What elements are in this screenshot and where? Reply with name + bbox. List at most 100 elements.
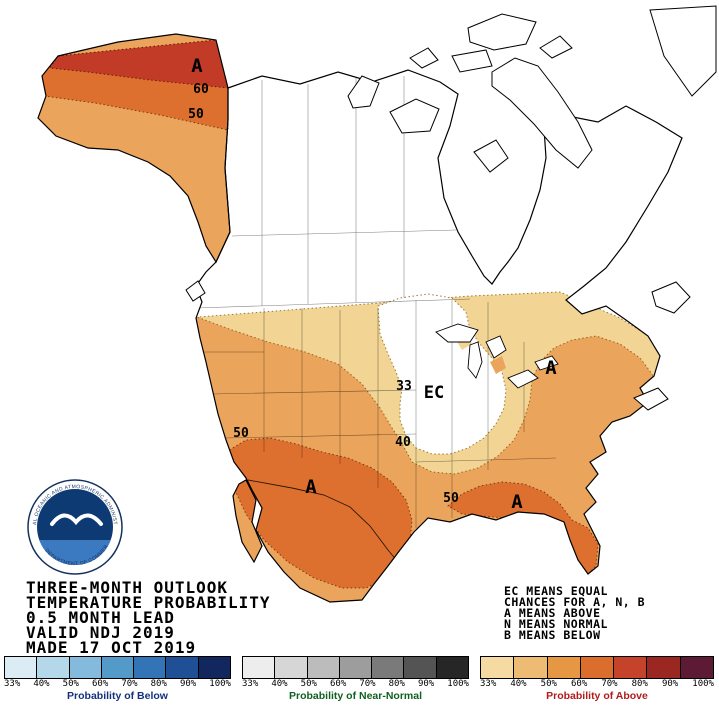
colorbar-ticks: 33% 40% 50% 60% 70% 80% 90% 100% (4, 679, 231, 690)
alaska-outline (37, 33, 231, 264)
lake-ontario (534, 355, 559, 371)
colorbar-caption: Probability of Below (67, 690, 168, 702)
north-america-outlook-map: NATIONAL OCEANIC AND ATMOSPHERIC ADMINIS… (0, 0, 717, 603)
colorbar-caption: Probability of Near-Normal (288, 690, 423, 702)
text-line: THREE-MONTH OUTLOOK (26, 578, 229, 597)
equal-chances-region (377, 293, 507, 455)
colorbar-tick-label: 100% (209, 679, 231, 689)
text-line: TEMPERATURE PROBABILITY (26, 593, 271, 612)
text-line: VALID NDJ 2019 (26, 623, 175, 642)
islands (185, 5, 717, 411)
greenland-corner (649, 5, 717, 97)
colorbar-ticks: 33% 40% 50% 60% 70% 80% 90% 100% (480, 679, 714, 690)
colorbar-segment (243, 657, 275, 678)
colorbar-tick-label: 40% (271, 679, 288, 689)
colorbar-segment (165, 657, 198, 678)
colorbar-tick-label: 50% (540, 679, 557, 689)
ellesmere-island (467, 13, 537, 51)
arctic-islet (409, 47, 439, 69)
map-label-EC: EC (424, 383, 444, 403)
colorbar-tick-label: 90% (661, 679, 679, 689)
probability-shading (38, 34, 682, 602)
map-label-40: 40 (395, 435, 411, 450)
colorbar-tick-label: 80% (388, 679, 405, 689)
map-contour-labels: A 60 50 EC 33 40 50 50 A A A (188, 55, 557, 513)
map-label-A: A (545, 357, 557, 379)
great-lakes-orange-patch (490, 356, 506, 374)
colorbar-tick-label: 70% (359, 679, 376, 689)
map-label-33: 33 (396, 379, 412, 394)
map-label-A: A (191, 55, 203, 77)
map-label-A: A (305, 476, 317, 498)
mainland-outline (195, 69, 683, 603)
colorbar (4, 656, 231, 679)
colorbar-segment (546, 657, 580, 678)
colorbar (242, 656, 469, 679)
southampton-island (473, 139, 509, 173)
colorbar-group: 33% 40% 50% 60% 70% 80% 90% 100% Probability of … (480, 656, 714, 702)
alaska-above-60-region (49, 39, 229, 89)
colorbar-segment (613, 657, 647, 678)
colorbar-tick-label: 33% (242, 679, 259, 689)
noaa-gull-icon (50, 513, 103, 526)
colorbar-tick-label: 80% (631, 679, 648, 689)
colorbar-tick-label: 50% (300, 679, 317, 689)
colorbar-segment (100, 657, 134, 678)
baja-outline (232, 479, 263, 564)
colorbar-tick-label: 90% (417, 679, 435, 689)
colorbar-tick-label: 60% (570, 679, 588, 689)
political-boundaries (195, 76, 557, 528)
colorbar-ticks: 33% 40% 50% 60% 70% 80% 90% 100% (242, 679, 469, 690)
colorbar-tick-label: 33% (480, 679, 497, 689)
us-mexico-border (247, 479, 399, 563)
map-label-50: 50 (233, 426, 249, 441)
colorbar-segment (435, 657, 468, 678)
colorbar-tick-label: 40% (33, 679, 50, 689)
colorbar-segment (513, 657, 547, 678)
colorbar-group: 33% 40% 50% 60% 70% 80% 90% 100% Probability of … (242, 656, 469, 702)
colorbar-segment (68, 657, 101, 678)
colorbar-tick-label: 60% (329, 679, 347, 689)
colorbar-segment (646, 657, 680, 678)
title-block: THREE-MONTH OUTLOOK TEMPERATURE PROBABILI… (26, 578, 271, 656)
colorbar-segment (371, 657, 404, 678)
text-line: EC MEANS EQUAL (504, 584, 608, 598)
banks-island (347, 75, 380, 109)
colorbar-tick-label: 33% (4, 679, 21, 689)
devon-island (451, 49, 493, 73)
colorbar-tick-label: 80% (150, 679, 167, 689)
baffin-island (491, 57, 593, 169)
map-label-50: 50 (188, 107, 204, 122)
noaa-logo-sea (39, 540, 111, 565)
colorbar-segment (481, 657, 514, 678)
text-line: B MEANS BELOW (504, 628, 601, 642)
colorbar-caption: Probability of Above (546, 690, 648, 702)
map-label-50: 50 (443, 491, 459, 506)
lake-michigan (467, 341, 483, 379)
arctic-islet (539, 35, 573, 59)
colorbar-tick-label: 40% (510, 679, 527, 689)
great-lakes (435, 323, 559, 389)
colorbar-tick-label: 60% (91, 679, 109, 689)
above-50-southeast-region (447, 481, 599, 577)
colorbar-tick-label: 70% (601, 679, 618, 689)
coastlines (37, 33, 683, 603)
lake-huron (485, 335, 507, 359)
map-label-60: 60 (193, 82, 209, 97)
colorbar-segment (197, 657, 230, 678)
victoria-island (389, 98, 440, 134)
colorbar (480, 656, 714, 679)
colorbar-segment (133, 657, 166, 678)
colorbar-segment (36, 657, 69, 678)
colorbar-segment (403, 657, 436, 678)
colorbar-segment (5, 657, 37, 678)
vancouver-island (185, 280, 206, 302)
text-line: 0.5 MONTH LEAD (26, 608, 175, 627)
colorbar-segment (338, 657, 372, 678)
newfoundland-island (651, 281, 691, 314)
colorbar-tick-label: 50% (62, 679, 79, 689)
text-line: A MEANS ABOVE (504, 606, 601, 620)
colorbar-segment (579, 657, 614, 678)
